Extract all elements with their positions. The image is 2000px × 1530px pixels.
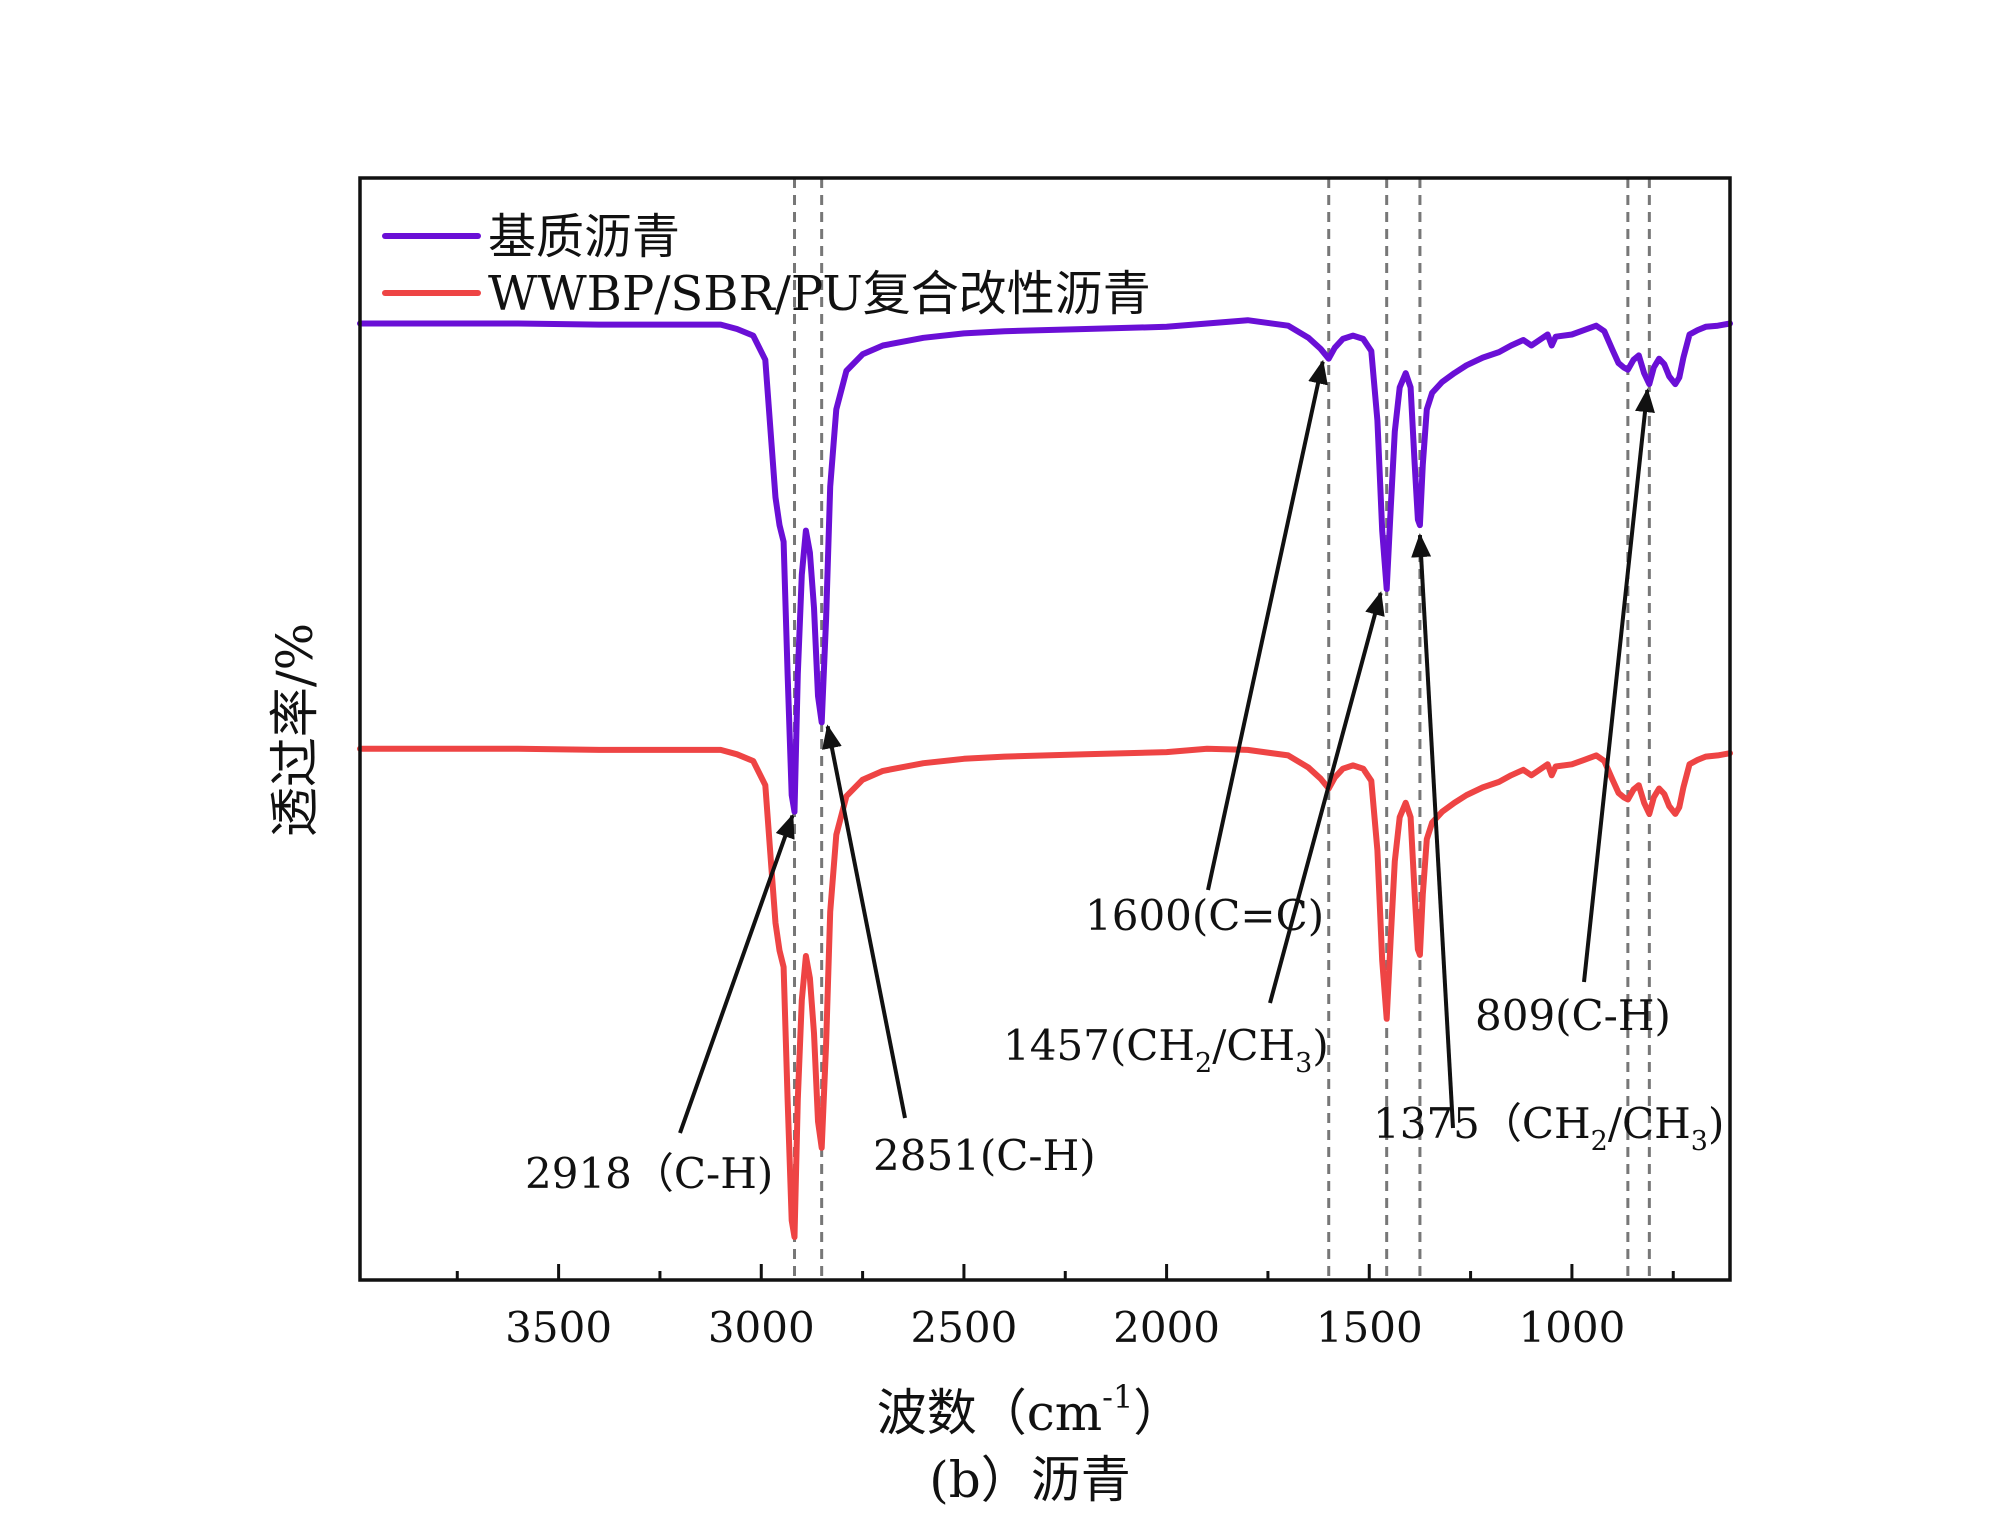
annotations: 2918（C-H) 2851(C-H) 1600(C=C) 1457(CH2/CH3)… — [525, 359, 1724, 1198]
x-tick-label: 2500 — [910, 1303, 1017, 1352]
x-axis: 3500 3000 2500 2000 1500 1000 — [455, 1264, 1675, 1352]
annotation-label: 1375（CH2/CH3) — [1373, 1099, 1724, 1157]
x-tick-label: 1500 — [1316, 1303, 1423, 1352]
series-layer — [357, 317, 1733, 1240]
x-tick-label: 3000 — [708, 1303, 815, 1352]
annotation-arrow — [1411, 533, 1455, 1129]
legend-label: WWBP/SBR/PU复合改性沥青 — [488, 266, 1151, 322]
figure-caption: (b）沥青 — [929, 1451, 1131, 1509]
x-axis-label-close: ） — [1133, 1384, 1183, 1442]
annotation-label: 1457(CH2/CH3) — [1003, 1021, 1329, 1079]
series-line — [357, 317, 1733, 815]
annotation-arrow — [1268, 591, 1385, 1004]
x-axis-label-sup: -1 — [1102, 1378, 1133, 1416]
annotation-arrow — [822, 724, 907, 1119]
annotation-arrow — [1206, 359, 1328, 891]
annotation-label: 809(C-H) — [1475, 991, 1671, 1040]
x-tick-label: 2000 — [1113, 1303, 1220, 1352]
series-line — [357, 745, 1733, 1240]
x-tick-label: 3500 — [505, 1303, 612, 1352]
legend-label: 基质沥青 — [488, 209, 680, 265]
annotation-arrow — [678, 813, 795, 1134]
x-axis-label: 波数（cm-1） — [877, 1378, 1184, 1442]
annotation-arrow — [1582, 388, 1655, 983]
annotation-label: 2851(C-H) — [873, 1131, 1096, 1180]
annotation-label: 1600(C=C) — [1085, 891, 1324, 940]
x-tick-label: 1000 — [1518, 1303, 1625, 1352]
x-axis-label-main: 波数（cm — [877, 1384, 1102, 1442]
y-axis-label: 透过率/% — [266, 623, 324, 837]
plot-frame — [358, 176, 1732, 1282]
annotation-label: 2918（C-H) — [525, 1149, 773, 1198]
